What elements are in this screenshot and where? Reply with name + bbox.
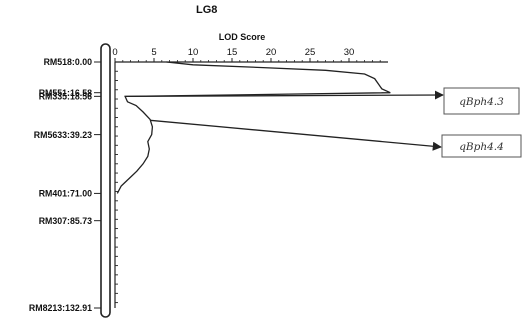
marker-label: RM551:16.58 bbox=[39, 88, 92, 98]
x-tick-label: 5 bbox=[151, 47, 156, 58]
x-tick-label: 15 bbox=[227, 47, 238, 58]
chart-title: LG8 bbox=[196, 4, 217, 16]
x-tick-label: 20 bbox=[266, 47, 277, 58]
chromosome-bar bbox=[100, 43, 118, 318]
marker-label: RM401:71.00 bbox=[39, 189, 92, 199]
x-axis-title: LOD Score bbox=[219, 32, 266, 42]
qtl-label: qBph4.4 bbox=[459, 141, 504, 153]
qtl-label: qBph4.3 bbox=[459, 96, 504, 108]
lod-curve-group bbox=[116, 61, 391, 194]
lod-curve bbox=[116, 61, 391, 194]
marker-label: RM8213:132.91 bbox=[29, 303, 92, 313]
qtl-box bbox=[441, 134, 522, 158]
x-tick-label: 10 bbox=[188, 47, 199, 58]
marker-label: RM307:85.73 bbox=[39, 216, 92, 226]
x-axis-ticks: 0 5 10 15 20 25 30 bbox=[112, 47, 388, 63]
qtl-arrow bbox=[150, 119, 442, 151]
x-tick-label: 0 bbox=[112, 47, 117, 58]
marker-label: RM335:18.56 bbox=[39, 92, 92, 102]
chromosome-rect bbox=[100, 43, 111, 318]
qtl-box bbox=[443, 87, 520, 115]
marker-label: RM518:0.00 bbox=[44, 57, 93, 67]
marker-label: RM5633:39.23 bbox=[34, 130, 92, 140]
qtl-arrow bbox=[125, 90, 444, 100]
qtl-annotations: qBph4.3 qBph4.4 bbox=[125, 87, 522, 158]
x-tick-label: 25 bbox=[305, 47, 316, 58]
x-tick-label: 30 bbox=[344, 47, 355, 58]
